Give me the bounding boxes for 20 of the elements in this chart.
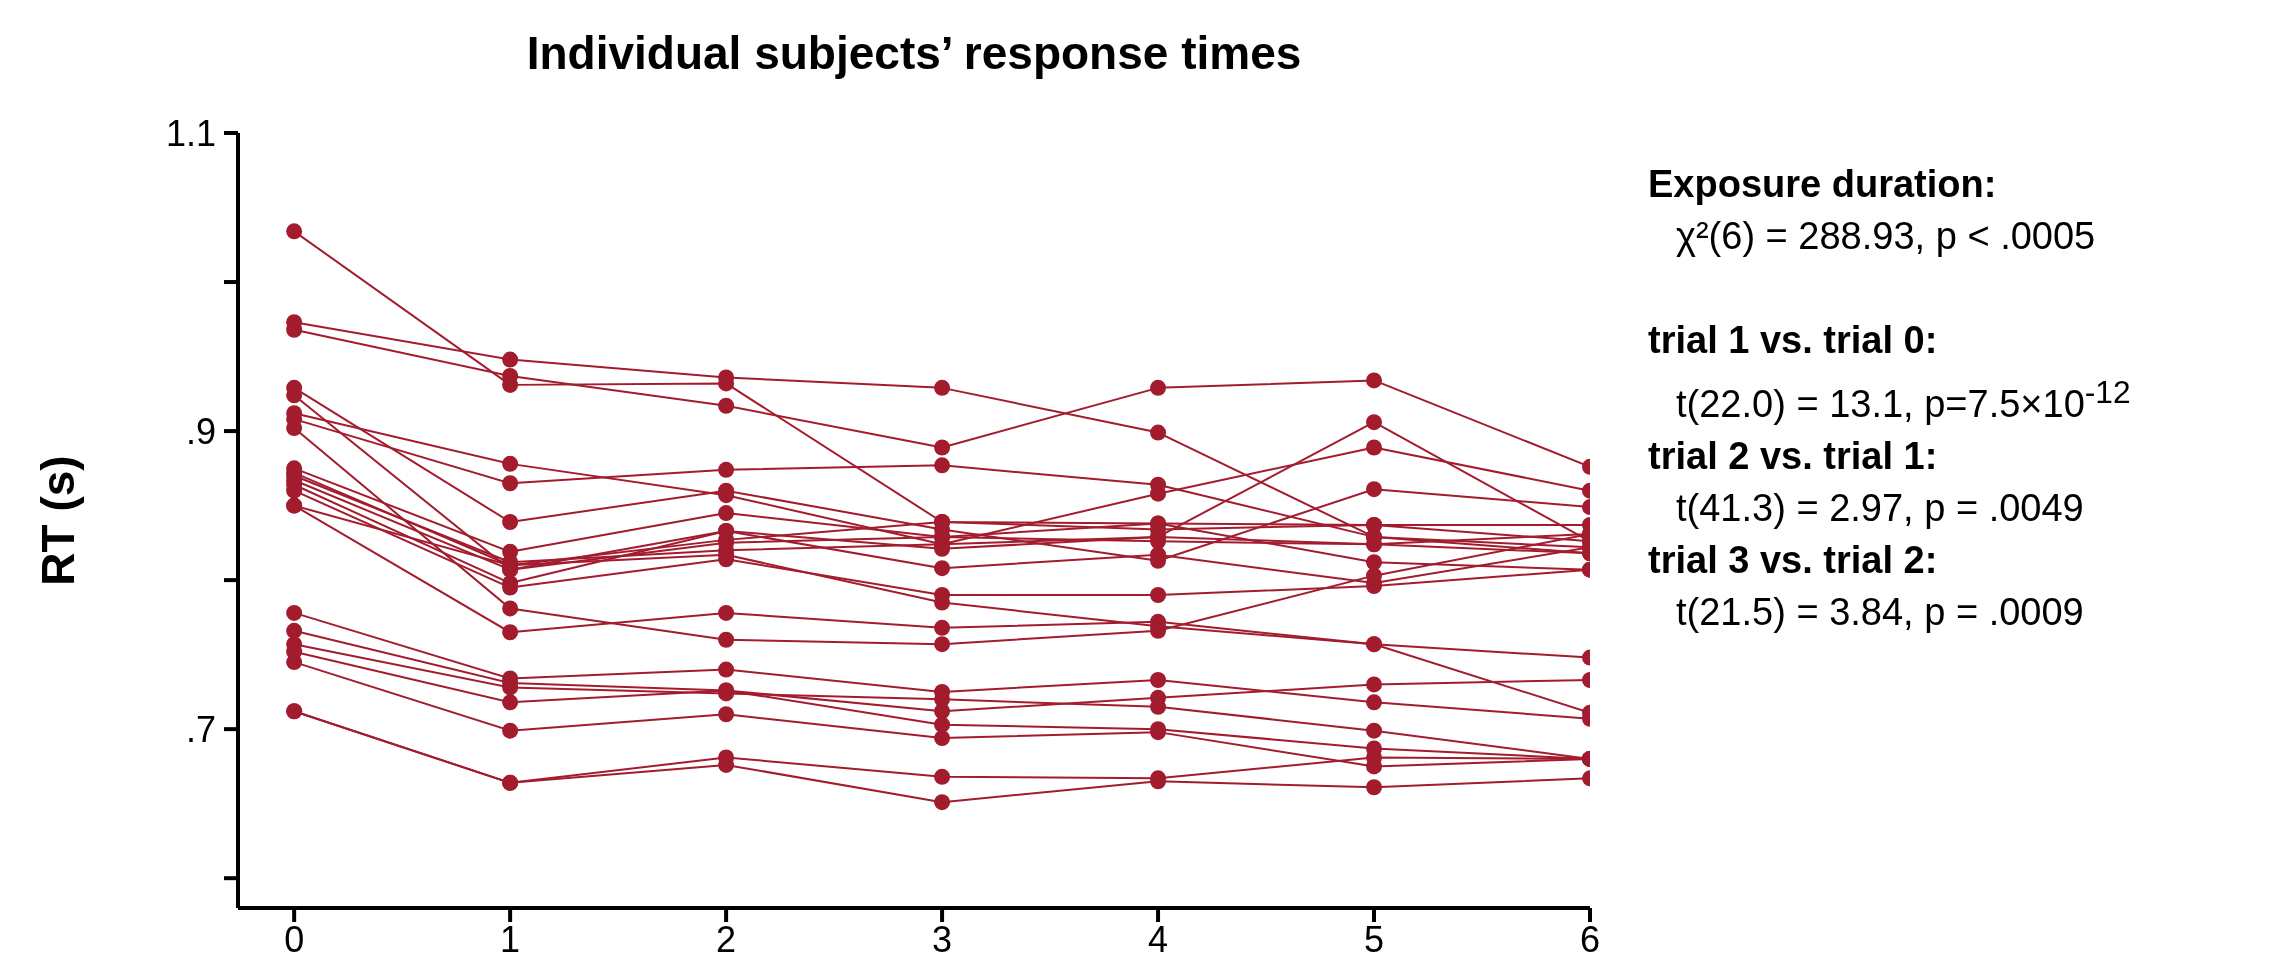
text: t(21.5) = 3.84, p = .0009 [1675,589,2085,635]
x-tick-label: 2 [716,918,737,960]
text: trial 2 vs. trial 1: [1648,433,1939,479]
x-tick-label: 0 [284,918,305,960]
text: t(41.3) = 2.97, p = .0049 [1675,485,2085,531]
y-tick-label: .7 [185,708,216,750]
x-tick-label: 3 [932,918,953,960]
y-tick-label: 1.1 [165,112,216,154]
x-tick-label: 4 [1148,918,1169,960]
text: t(22.0) = 13.1, p=7.5×10$^{-12}$ [1675,373,2131,427]
y-axis-title: RT (s) [32,455,85,586]
x-tick-label: 6 [1579,918,1601,960]
x-tick-label: 1 [500,918,521,960]
x-tick-label: 5 [1364,918,1385,960]
chart-title: Individual subjects’ response times [525,26,1303,80]
text: trial 1 vs. trial 0: [1648,318,1939,363]
text: trial 3 vs. trial 2: [1648,537,1939,583]
y-tick-label: .9 [185,410,216,452]
text: χ²(6) = 288.93, p < .0005 [1675,214,2097,259]
text: Exposure duration: [1648,162,1998,207]
